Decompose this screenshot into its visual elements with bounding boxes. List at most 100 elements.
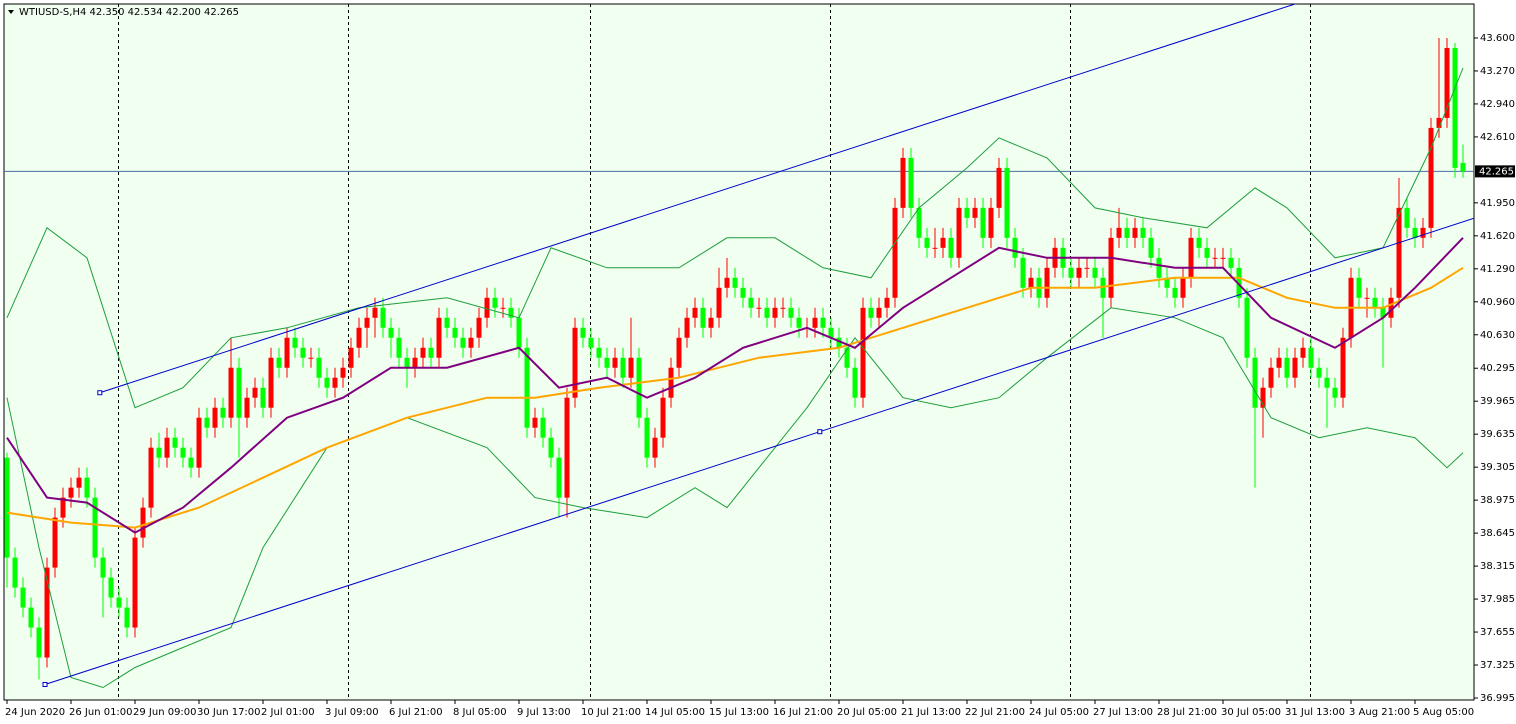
y-tick-label: 38.645 [1480, 528, 1515, 539]
trend-line [99, 4, 1297, 394]
candle-body [1092, 267, 1098, 278]
candle-body [476, 317, 482, 338]
candle-body [164, 437, 170, 458]
candle-body [68, 487, 74, 498]
candle-body [284, 337, 290, 368]
x-tick-label: 2 Jul 01:00 [261, 707, 315, 718]
candle-body [300, 347, 306, 358]
candle-body [20, 587, 26, 608]
candle-body [1076, 267, 1082, 278]
candle-body [1204, 247, 1210, 258]
candle-body [84, 477, 90, 498]
candle-body [1436, 117, 1442, 128]
candle-body [4, 457, 10, 558]
candle-body [660, 397, 666, 438]
candle-body [204, 417, 210, 428]
trend-anchor [97, 390, 103, 396]
indicator-line [6, 266, 1464, 529]
plot-area [3, 3, 1475, 701]
candle-body [788, 307, 794, 318]
candle-body [1196, 237, 1202, 248]
candle-body [484, 297, 490, 318]
candle-body [1084, 267, 1090, 269]
y-tick-label: 42.940 [1480, 99, 1515, 110]
candle-body [1356, 277, 1362, 298]
candle-body [1452, 47, 1458, 168]
candle-body [1012, 237, 1018, 258]
candle-body [92, 497, 98, 558]
candle-body [1108, 237, 1114, 298]
candle-body [732, 277, 738, 288]
candle-body [196, 417, 202, 468]
candle-body [492, 297, 498, 308]
candle-body [668, 367, 674, 398]
candle-body [500, 307, 506, 309]
y-tick-label: 41.620 [1480, 231, 1515, 242]
candle-body [1276, 357, 1282, 368]
candle-body [236, 367, 242, 418]
candle-body [100, 557, 106, 578]
candle-body [356, 327, 362, 348]
candle-body [724, 277, 730, 288]
candle-body [612, 357, 618, 368]
candle-body [212, 407, 218, 428]
candle-body [1212, 257, 1218, 259]
candle-body [372, 307, 378, 318]
candle-body [1364, 297, 1370, 299]
x-tick-label: 8 Jul 05:00 [453, 707, 507, 718]
candle-body [796, 317, 802, 328]
candle-body [1428, 127, 1434, 228]
y-tick-label: 37.655 [1480, 627, 1515, 638]
y-tick-label: 37.985 [1480, 594, 1515, 605]
candle-body [748, 297, 754, 308]
candle-body [1140, 227, 1146, 238]
candle-body [404, 357, 410, 368]
x-tick-label: 14 Jul 05:00 [645, 707, 705, 718]
candle-body [1020, 257, 1026, 288]
candle-body [572, 327, 578, 398]
candle-body [28, 607, 34, 628]
candle-body [108, 577, 114, 598]
candle-body [228, 367, 234, 418]
candle-body [1260, 387, 1266, 408]
y-tick-label: 40.960 [1480, 297, 1515, 308]
candle-body [276, 357, 282, 368]
candle-body [1372, 297, 1378, 308]
indicator-line [6, 307, 1464, 689]
candle-body [324, 377, 330, 388]
y-tick-label: 41.290 [1480, 264, 1515, 275]
x-tick-label: 31 Jul 13:00 [1285, 707, 1345, 718]
candle-body [604, 357, 610, 368]
candle-body [988, 207, 994, 238]
candle-body [1308, 347, 1314, 368]
x-tick-label: 15 Jul 13:00 [709, 707, 769, 718]
plot [4, 4, 1474, 689]
x-tick-label: 20 Jul 05:00 [837, 707, 897, 718]
candle-body [60, 497, 66, 518]
x-tick-label: 5 Aug 05:00 [1413, 707, 1474, 718]
candle-body [996, 167, 1002, 208]
candle-body [268, 357, 274, 408]
candle-body [1412, 227, 1418, 238]
candle-body [436, 317, 442, 358]
candle-body [1124, 227, 1130, 238]
x-tick-label: 3 Jul 09:00 [325, 707, 379, 718]
x-tick-label: 26 Jun 01:00 [69, 707, 133, 718]
candle-body [692, 307, 698, 318]
candle-body [428, 347, 434, 358]
candle-body [308, 357, 314, 359]
header-arrow[interactable] [8, 10, 14, 14]
x-tick-label: 29 Jun 09:00 [133, 707, 197, 718]
candle-body [740, 287, 746, 298]
candle-body [972, 207, 978, 218]
candle-body [1404, 207, 1410, 228]
candle-body [756, 307, 762, 309]
candle-body [1044, 267, 1050, 298]
trend-anchor [42, 682, 48, 688]
candle-body [132, 537, 138, 628]
candle-body [220, 407, 226, 418]
candle-body [820, 317, 826, 328]
candle-body [764, 307, 770, 318]
candle-body [980, 207, 986, 238]
candle-body [188, 457, 194, 468]
